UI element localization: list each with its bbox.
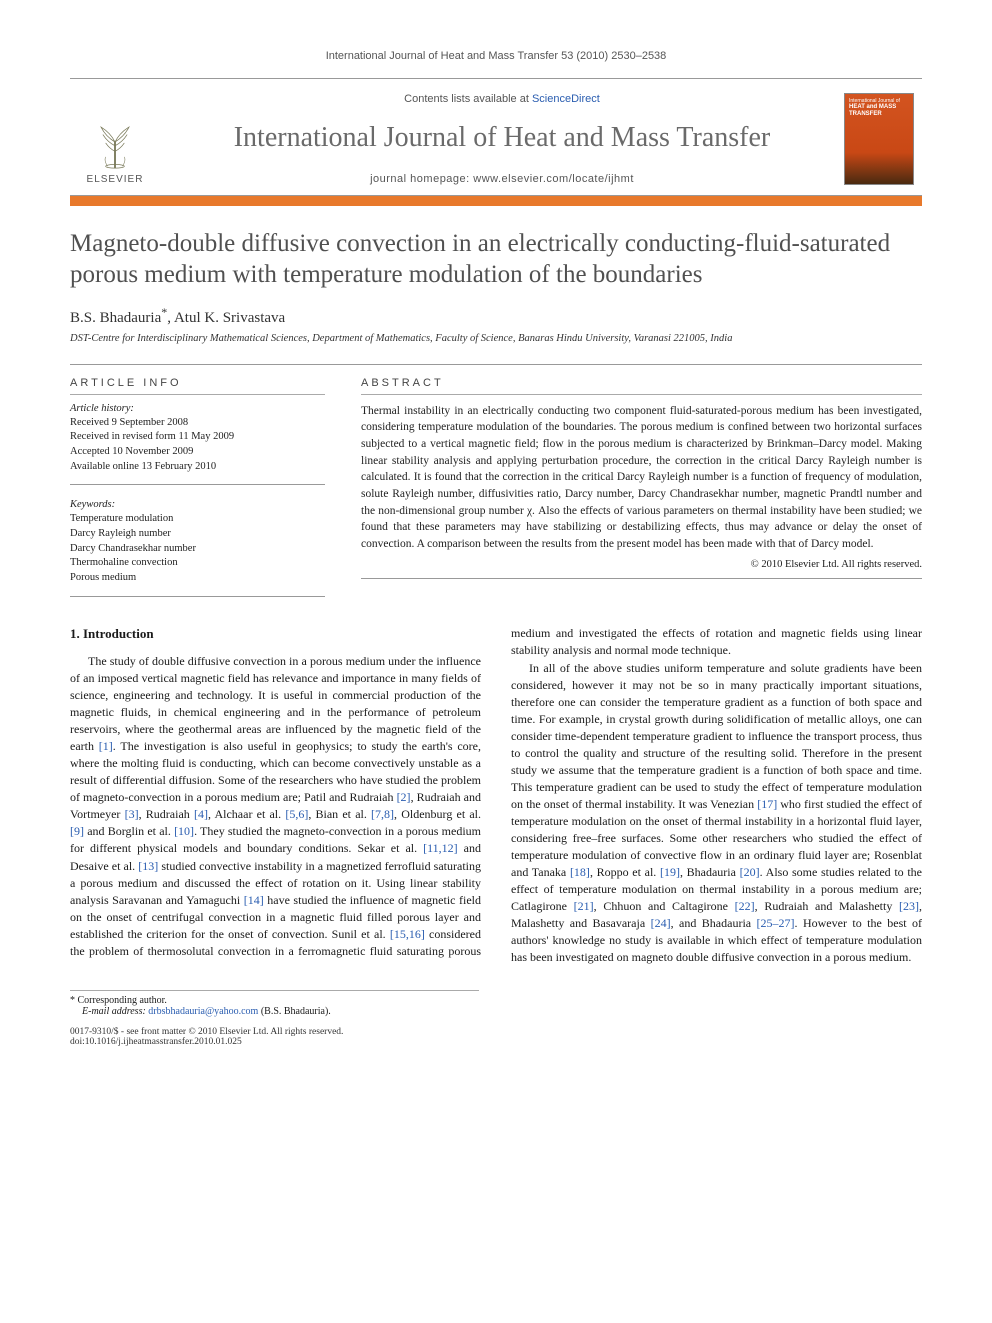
- author-list: B.S. Bhadauria*, Atul K. Srivastava: [70, 305, 922, 327]
- journal-cover-thumbnail: International Journal of HEAT and MASS T…: [844, 93, 914, 185]
- affiliation: DST-Centre for Interdisciplinary Mathema…: [70, 333, 922, 344]
- abstract-copyright: © 2010 Elsevier Ltd. All rights reserved…: [361, 559, 922, 570]
- doi-line: doi:10.1016/j.ijheatmasstransfer.2010.01…: [70, 1037, 922, 1047]
- homepage-url: www.elsevier.com/locate/ijhmt: [473, 173, 634, 185]
- sciencedirect-link[interactable]: ScienceDirect: [532, 93, 600, 105]
- history-revised: Received in revised form 11 May 2009: [70, 430, 325, 445]
- history-label: Article history:: [70, 403, 325, 414]
- ref-link[interactable]: [23]: [899, 899, 919, 913]
- email-who: (B.S. Bhadauria).: [261, 1006, 331, 1017]
- keyword: Darcy Chandrasekhar number: [70, 542, 325, 557]
- article-title: Magneto-double diffusive convection in a…: [70, 228, 922, 291]
- keyword: Porous medium: [70, 571, 325, 586]
- ref-link[interactable]: [13]: [138, 859, 158, 873]
- corresponding-footer: * Corresponding author. E-mail address: …: [70, 990, 479, 1017]
- front-matter-line: 0017-9310/$ - see front matter © 2010 El…: [70, 1027, 922, 1037]
- ref-link[interactable]: [17]: [757, 797, 777, 811]
- elsevier-tree-icon: [85, 112, 145, 172]
- email-link[interactable]: drbsbhadauria@yahoo.com: [148, 1006, 258, 1017]
- author-2: Atul K. Srivastava: [174, 310, 285, 326]
- corr-mark: *: [161, 305, 167, 319]
- ref-link[interactable]: [18]: [570, 865, 590, 879]
- body-text: 1. Introduction The study of double diff…: [70, 625, 922, 967]
- ref-link[interactable]: [24]: [651, 916, 671, 930]
- paragraph: In all of the above studies uniform temp…: [511, 660, 922, 967]
- ref-link[interactable]: [20]: [740, 865, 760, 879]
- divider: [70, 596, 325, 597]
- keyword: Darcy Rayleigh number: [70, 527, 325, 542]
- abstract-text: Thermal instability in an electrically c…: [361, 403, 922, 553]
- keyword: Temperature modulation: [70, 512, 325, 527]
- publisher-logo: ELSEVIER: [70, 79, 170, 195]
- author-1: B.S. Bhadauria: [70, 310, 161, 326]
- journal-title: International Journal of Heat and Mass T…: [180, 122, 824, 154]
- ref-link[interactable]: [21]: [574, 899, 594, 913]
- ref-link[interactable]: [2]: [397, 790, 411, 804]
- history-online: Available online 13 February 2010: [70, 460, 325, 475]
- article-info-heading: ARTICLE INFO: [70, 377, 325, 395]
- corr-label: Corresponding author.: [78, 995, 167, 1006]
- ref-link[interactable]: [10]: [174, 824, 194, 838]
- ref-link[interactable]: [25–27]: [757, 916, 795, 930]
- contents-line: Contents lists available at ScienceDirec…: [180, 93, 824, 105]
- accent-bar: [70, 196, 922, 206]
- divider: [70, 364, 922, 365]
- ref-link[interactable]: [7,8]: [371, 807, 394, 821]
- divider: [361, 578, 922, 579]
- ref-link[interactable]: [15,16]: [390, 927, 425, 941]
- ref-link[interactable]: [9]: [70, 824, 84, 838]
- cover-title: HEAT and MASS TRANSFER: [849, 104, 909, 117]
- ref-link[interactable]: [14]: [244, 893, 264, 907]
- ref-link[interactable]: [5,6]: [285, 807, 308, 821]
- copyright-footer: 0017-9310/$ - see front matter © 2010 El…: [70, 1027, 922, 1047]
- journal-homepage: journal homepage: www.elsevier.com/locat…: [180, 173, 824, 185]
- divider: [70, 484, 325, 485]
- history-accepted: Accepted 10 November 2009: [70, 445, 325, 460]
- ref-link[interactable]: [4]: [194, 807, 208, 821]
- ref-link[interactable]: [19]: [660, 865, 680, 879]
- homepage-prefix: journal homepage:: [370, 173, 473, 185]
- abstract-heading: ABSTRACT: [361, 377, 922, 395]
- ref-link[interactable]: [11,12]: [423, 841, 458, 855]
- journal-header: ELSEVIER Contents lists available at Sci…: [70, 78, 922, 196]
- email-label: E-mail address:: [82, 1006, 146, 1017]
- ref-link[interactable]: [3]: [125, 807, 139, 821]
- contents-prefix: Contents lists available at: [404, 93, 532, 105]
- ref-link[interactable]: [22]: [735, 899, 755, 913]
- history-received: Received 9 September 2008: [70, 416, 325, 431]
- ref-link[interactable]: [1]: [99, 739, 113, 753]
- keywords-label: Keywords:: [70, 499, 325, 510]
- publisher-name: ELSEVIER: [87, 174, 144, 185]
- running-head: International Journal of Heat and Mass T…: [70, 50, 922, 62]
- keyword: Thermohaline convection: [70, 556, 325, 571]
- section-heading: 1. Introduction: [70, 625, 481, 643]
